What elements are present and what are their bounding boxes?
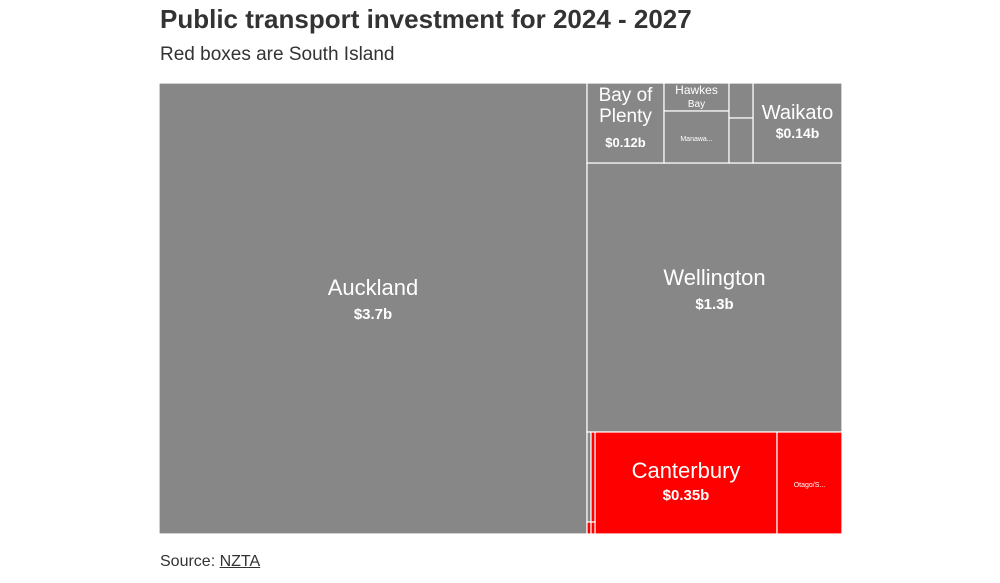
box-label: Otago/S... xyxy=(794,482,826,489)
treemap-rect xyxy=(586,162,842,433)
treemap-rect xyxy=(594,431,778,534)
box-value-label: $3.7b xyxy=(354,306,392,323)
box-value-label: $1.3b xyxy=(695,296,733,313)
chart-subtitle: Red boxes are South Island xyxy=(160,44,395,65)
treemap-box-waikato: Waikato$0.14b xyxy=(752,83,842,164)
treemap-rect xyxy=(590,521,596,534)
treemap-rect xyxy=(663,83,730,112)
box-value-label: $0.12b xyxy=(605,135,646,150)
source-prefix: Source: xyxy=(160,553,216,570)
treemap-box-unlabeled-13 xyxy=(590,521,596,534)
treemap-box-canterbury: Canterbury $0.35b xyxy=(594,431,778,534)
treemap-rect xyxy=(728,83,754,119)
treemap-rect xyxy=(663,110,730,164)
treemap-box-unlabeled-9 xyxy=(728,117,754,164)
box-label: Waikato xyxy=(762,102,834,124)
box-label: Hawkes Bay xyxy=(675,83,718,110)
box-label: Auckland xyxy=(328,275,419,300)
treemap-box-manawa: Manawa... xyxy=(663,110,730,164)
treemap-box-auckland: Auckland $3.7b xyxy=(159,83,588,534)
treemap-rect xyxy=(728,117,754,164)
treemap-box-bay-of-plenty: Bay of Plenty $0.12b xyxy=(586,83,665,164)
treemap-rect xyxy=(159,83,588,534)
box-label: Bay of Plenty xyxy=(599,85,654,127)
treemap-rect xyxy=(776,431,842,534)
box-value-label: $0.35b xyxy=(663,487,710,504)
treemap-rect xyxy=(590,431,596,523)
box-label: Manawa... xyxy=(680,136,712,143)
box-value-label: $0.14b xyxy=(776,125,820,141)
chart-title: Public transport investment for 2024 - 2… xyxy=(160,4,692,34)
treemap-box-hawkes-bay: Hawkes Bay xyxy=(663,83,730,112)
box-label: Canterbury xyxy=(632,458,741,483)
treemap-chart: Auckland $3.7b Wellington $1.3b Canterbury $0… xyxy=(159,83,842,534)
treemap-box-unlabeled-8 xyxy=(728,83,754,119)
box-label: Wellington xyxy=(663,265,765,290)
treemap-svg: Auckland $3.7b Wellington $1.3b Canterbury $0… xyxy=(159,83,842,534)
treemap-box-otago-s: Otago/S... xyxy=(776,431,842,534)
treemap-rect xyxy=(752,83,842,164)
source-note: Source: NZTA xyxy=(160,553,260,571)
source-link[interactable]: NZTA xyxy=(219,553,261,570)
treemap-box-wellington: Wellington $1.3b xyxy=(586,162,842,433)
treemap-box-unlabeled-11 xyxy=(590,431,596,523)
